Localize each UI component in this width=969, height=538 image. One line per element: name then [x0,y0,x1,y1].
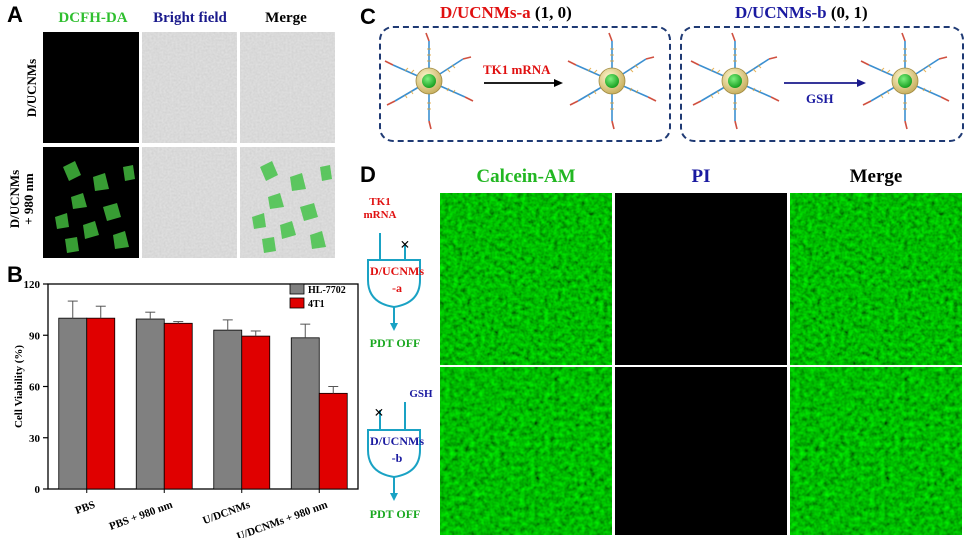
x-tick-label: PBS + 980 nm [108,499,175,533]
title-ducnms-a-code: (1, 0) [534,3,572,22]
image-dcfh-ducnms-980 [43,147,139,258]
arrow-label-tk1-mrna: TK1 mRNA [483,62,551,77]
title-ducnms-b: D/UCNMs-b (0, 1) [735,3,868,23]
image-pi-a [615,193,787,365]
col-header-merge-d: Merge [849,166,903,187]
arrow-label-gsh: GSH [806,91,834,106]
y-tick-label: 90 [29,330,41,342]
title-ducnms-a: D/UCNMs-a (1, 0) [440,3,572,23]
y-tick-label: 30 [29,433,41,445]
col-header-pi: PI [691,166,711,187]
gate-a-name: D/UCNMs [370,264,424,278]
dashed-box-ducnms-a [379,26,671,142]
x-tick-label: PBS [74,499,97,517]
row-label-ducnms: D/UCNMs [24,58,39,118]
legend-label: HL-7702 [308,285,346,296]
col-header-bright-field: Bright field [153,10,227,26]
title-ducnms-a-name: D/UCNMs-a [440,3,531,22]
gate-a-cross-icon: × [400,235,410,254]
image-pi-b [615,367,787,535]
bar [241,335,271,490]
panel-b-label: B [7,262,23,287]
bar [58,317,88,490]
bar [135,318,165,490]
gate-b-cross-icon: × [374,403,384,422]
logic-gate-a [367,233,421,331]
gate-b-output: PDT OFF [369,507,421,521]
gate-b-name: D/UCNMs [370,434,424,448]
dashed-box-ducnms-b [680,26,964,142]
legend-label: 4T1 [308,299,325,310]
row-label-ducnms-980: D/UCNMs + 980 nm [7,169,36,229]
title-ducnms-b-code: (0, 1) [830,3,868,22]
image-calcein-am-a [440,193,612,365]
panel-d-label: D [360,162,376,187]
y-tick-label: 0 [35,484,41,496]
col-header-merge: Merge [265,10,307,26]
image-brightfield-ducnms-980 [142,147,237,258]
legend-swatch [289,297,305,309]
gate-a-input: TK1 mRNA [363,196,397,221]
panel-a-label: A [7,2,23,27]
logic-gate-b [367,402,421,501]
image-calcein-am-b [440,367,612,535]
panel-c-label: C [360,4,376,29]
y-axis-label: Cell Viability (%) [13,345,25,428]
image-dcfh-ducnms [43,32,139,143]
image-brightfield-ducnms [142,32,237,143]
gate-b-input: GSH [409,388,433,400]
nanoparticle-scheme [384,32,950,130]
image-merge-ducnms-980 [240,147,335,258]
bar [163,322,193,490]
bar [318,392,348,490]
bar [213,329,243,490]
title-ducnms-b-name: D/UCNMs-b [735,3,827,22]
image-merge-a [790,193,962,365]
gate-a-suffix: -a [392,281,402,295]
legend-swatch [289,283,305,295]
x-tick-label: U/DCNMs [201,499,252,527]
bar-chart-cell-viability: 0 30 60 90 120 Cell Viability (%) PBS PBS + 980… [13,279,359,538]
col-header-dcfh-da: DCFH-DA [58,10,128,26]
bar [290,337,320,490]
y-tick-label: 60 [29,382,41,394]
bar [86,317,116,490]
image-merge-ducnms [240,32,335,143]
gate-a-output: PDT OFF [369,336,421,350]
image-merge-b [790,367,962,535]
col-header-calcein-am: Calcein-AM [476,166,576,187]
y-tick-label: 120 [24,279,41,291]
gate-b-suffix: -b [391,451,403,465]
